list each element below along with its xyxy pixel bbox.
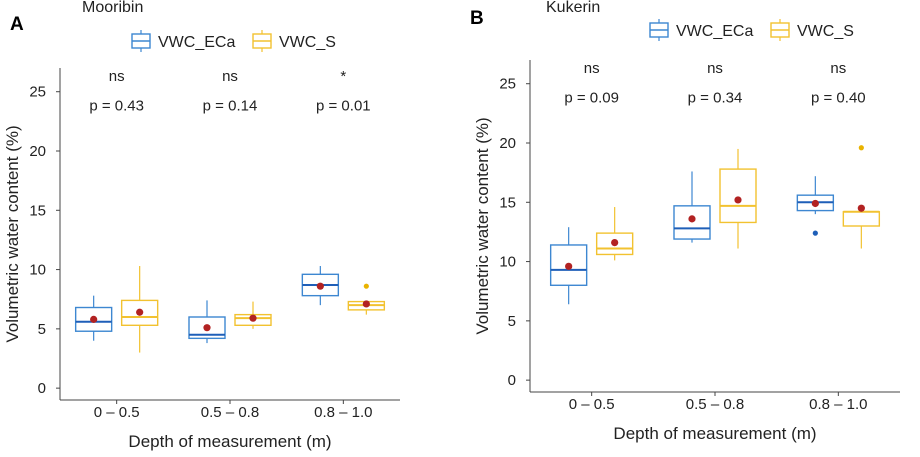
x-tick-label: 0 – 0.5 [94, 404, 140, 421]
box-vwc-s-1 [595, 207, 634, 261]
y-tick-label: 20 [29, 143, 46, 160]
mean-point [857, 204, 865, 212]
p-value-label: p = 0.01 [316, 98, 371, 115]
x-tick-label: 0.5 – 0.8 [686, 396, 744, 413]
y-tick-label: 0 [38, 380, 46, 397]
legend-label: VWC_ECa [158, 34, 235, 51]
box-iqr [719, 168, 757, 224]
legend: VWC_ECa VWC_S [649, 19, 854, 41]
p-value-label: p = 0.14 [203, 98, 258, 115]
y-tick-label: 10 [29, 262, 46, 279]
box-iqr [842, 211, 881, 227]
box-vwc-s-2 [234, 301, 272, 329]
significance-label: ns [584, 60, 600, 77]
mean-point [362, 300, 370, 308]
significance-label: ns [830, 60, 846, 77]
box-vwc-eca-3 [796, 176, 835, 236]
y-tick-label: 25 [29, 84, 46, 101]
panel-title: Mooribin [82, 0, 143, 16]
mean-point [249, 314, 257, 322]
y-tick-label: 15 [29, 202, 46, 219]
mean-point [811, 199, 819, 208]
mean-point [136, 308, 144, 316]
y-tick-label: 5 [508, 313, 516, 330]
legend-label: VWC_ECa [676, 23, 753, 40]
box-vwc-eca-2 [673, 171, 711, 243]
y-axis-title: Volumetric water content (%) [473, 117, 492, 334]
panel-b: B Kukerin VWC_ECa VWC_S 0 5 10 15 20 25 0 – 0.5 0.5… [470, 0, 900, 443]
significance-label: ns [109, 68, 125, 85]
y-tick-label: 15 [499, 194, 516, 211]
mean-point [565, 262, 573, 270]
legend-label: VWC_S [279, 34, 336, 51]
outlier-point [812, 230, 818, 236]
mean-point [316, 282, 324, 290]
x-axis-title: Depth of measurement (m) [613, 424, 816, 443]
y-axis-title: Volumetric water content (%) [3, 125, 22, 342]
outlier-point [363, 283, 369, 289]
significance-label: ns [707, 60, 723, 77]
p-value-label: p = 0.40 [811, 90, 866, 107]
p-value-label: p = 0.09 [564, 90, 619, 107]
legend-item-vwc-s: VWC_S [252, 30, 336, 52]
box-vwc-eca-2 [188, 300, 226, 344]
box-vwc-s-2 [719, 148, 757, 249]
panel-title: Kukerin [546, 0, 600, 16]
legend-item-vwc-s: VWC_S [770, 19, 854, 41]
box-vwc-eca-3 [301, 266, 340, 306]
x-tick-label: 0.5 – 0.8 [201, 404, 259, 421]
y-tick-label: 0 [508, 372, 516, 389]
x-axis-title: Depth of measurement (m) [128, 432, 331, 451]
p-value-label: p = 0.34 [688, 90, 743, 107]
mean-point [203, 324, 211, 332]
p-value-label: p = 0.43 [89, 98, 144, 115]
outlier-point [858, 145, 864, 151]
box-vwc-s-3 [347, 283, 386, 315]
y-tick-label: 20 [499, 135, 516, 152]
mean-point [611, 239, 619, 247]
mean-point [90, 315, 98, 323]
legend-item-vwc-eca: VWC_ECa [649, 19, 753, 41]
significance-label: ns [222, 68, 238, 85]
legend-label: VWC_S [797, 23, 854, 40]
box-iqr [120, 299, 159, 326]
x-tick-label: 0.8 – 1.0 [809, 396, 867, 413]
legend-item-vwc-eca: VWC_ECa [131, 30, 235, 52]
box-vwc-eca-1 [549, 227, 588, 305]
y-tick-label: 10 [499, 254, 516, 271]
box-vwc-s-3 [842, 145, 881, 249]
x-tick-label: 0.8 – 1.0 [314, 404, 372, 421]
significance-label: * [340, 68, 346, 85]
y-tick-label: 5 [38, 321, 46, 338]
x-tick-label: 0 – 0.5 [569, 396, 615, 413]
panel-label: A [10, 14, 24, 35]
mean-point [734, 196, 742, 204]
mean-point [688, 215, 696, 223]
panel-a: A Mooribin VWC_ECa VWC_S 0 5 10 15 20 25 0 – 0.5 0.… [3, 0, 400, 451]
box-vwc-eca-1 [74, 295, 113, 341]
legend: VWC_ECa VWC_S [131, 30, 336, 52]
box-vwc-s-1 [120, 266, 159, 353]
y-tick-label: 25 [499, 76, 516, 93]
panel-label: B [470, 8, 484, 29]
